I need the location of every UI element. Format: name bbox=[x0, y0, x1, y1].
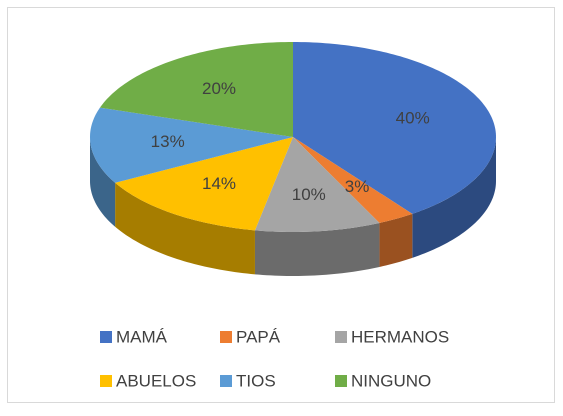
pie-slice bbox=[293, 42, 496, 214]
data-label: 13% bbox=[151, 132, 185, 151]
data-label: 10% bbox=[292, 185, 326, 204]
pie-side bbox=[412, 137, 496, 258]
legend-label: HERMANOS bbox=[351, 327, 449, 346]
legend-label: PAPÁ bbox=[236, 327, 281, 346]
data-label: 14% bbox=[202, 174, 236, 193]
pie-slice bbox=[115, 137, 293, 231]
legend-swatch bbox=[100, 375, 112, 387]
legend-swatch bbox=[220, 331, 232, 343]
legend-label: NINGUNO bbox=[351, 371, 431, 390]
pie-side bbox=[379, 213, 413, 267]
legend-swatch bbox=[220, 375, 232, 387]
legend-label: TIOS bbox=[236, 371, 276, 390]
pie-side bbox=[254, 222, 380, 276]
pie-slice bbox=[99, 42, 294, 137]
pie-slice bbox=[293, 137, 413, 223]
data-label: 3% bbox=[345, 177, 370, 196]
legend-swatch bbox=[100, 331, 112, 343]
pie-slice bbox=[90, 107, 294, 183]
legend-swatch bbox=[335, 375, 347, 387]
data-label: 40% bbox=[396, 108, 430, 127]
data-label: 20% bbox=[202, 79, 236, 98]
pie-side bbox=[115, 182, 255, 275]
legend-label: ABUELOS bbox=[116, 371, 196, 390]
legend-swatch bbox=[335, 331, 347, 343]
pie-side bbox=[90, 137, 116, 227]
pie-slice bbox=[254, 137, 380, 232]
legend-label: MAMÁ bbox=[116, 327, 168, 346]
